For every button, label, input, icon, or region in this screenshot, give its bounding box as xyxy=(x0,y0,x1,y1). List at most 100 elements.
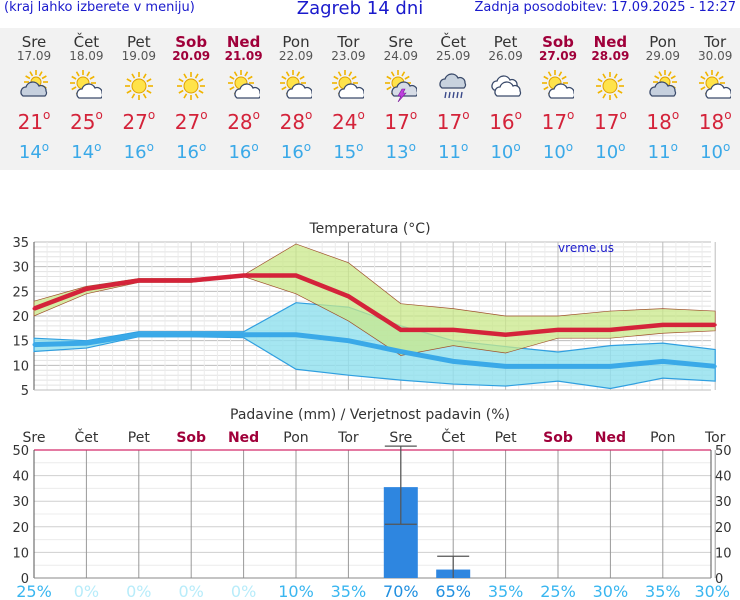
day-name: Pet xyxy=(493,33,518,51)
y-tick-label-right: 20 xyxy=(715,521,732,536)
min-temp-point xyxy=(137,333,141,337)
day-name: Pon xyxy=(282,33,310,51)
sun-cloud-icon xyxy=(70,70,103,99)
y-tick-label: 10 xyxy=(12,359,29,374)
y-tick-label-right: 0 xyxy=(715,572,723,587)
day-date: 20.09 xyxy=(172,49,211,63)
min-temp: 10o xyxy=(700,140,731,163)
min-temp-point xyxy=(713,364,717,368)
day-date: 23.09 xyxy=(331,49,366,63)
precip-probability: 25% xyxy=(16,582,52,600)
max-temp: 27o xyxy=(174,108,208,134)
day-date: 30.09 xyxy=(698,49,733,63)
x-tick-label: Tor xyxy=(337,430,359,446)
day-date: 24.09 xyxy=(383,49,418,63)
y-tick-label-left: 30 xyxy=(12,495,29,510)
precip-probability: 25% xyxy=(540,582,576,600)
min-temp: 14o xyxy=(71,140,102,163)
last-updated: Zadnja posodobitev: 17.09.2025 - 12:27 xyxy=(474,0,736,15)
min-temp-point xyxy=(661,359,665,363)
x-tick-label: Tor xyxy=(704,430,726,446)
x-tick-label: Ned xyxy=(228,430,259,446)
max-temp-point xyxy=(713,323,717,327)
x-tick-label: Sre xyxy=(389,430,412,446)
max-temp: 17o xyxy=(593,108,627,134)
min-temp: 16o xyxy=(123,140,154,163)
day-date: 28.09 xyxy=(591,49,630,63)
day-name: Sob xyxy=(175,33,208,51)
precip-probability: 35% xyxy=(331,582,367,600)
day-name: Pon xyxy=(649,33,677,51)
min-temp-point xyxy=(346,339,350,343)
min-temp: 10o xyxy=(542,140,574,163)
min-temp: 10o xyxy=(595,140,626,163)
day-name: Tor xyxy=(337,33,360,51)
precip-probability: 0% xyxy=(231,582,256,600)
precip-probability: 0% xyxy=(179,582,204,600)
day-name: Sob xyxy=(542,33,574,51)
precip-probability: 10% xyxy=(278,582,314,600)
sun-cloud-icon xyxy=(699,70,732,99)
max-temp-point xyxy=(504,333,508,337)
max-temp: 18o xyxy=(698,108,732,134)
sun-cloud-icon xyxy=(542,70,574,99)
max-temp-point xyxy=(399,328,403,332)
min-temp: 13o xyxy=(385,140,416,163)
min-temp: 16o xyxy=(176,140,207,163)
min-temp-line xyxy=(33,332,716,369)
y-tick-label: 5 xyxy=(21,384,29,399)
rain-cloud-icon xyxy=(439,73,467,99)
y-tick-label-right: 10 xyxy=(715,546,732,561)
max-temp: 28o xyxy=(279,108,313,134)
partly-cloudy-icon xyxy=(649,70,677,97)
day-name: Pet xyxy=(126,33,151,51)
precip-probability: 0% xyxy=(126,582,151,600)
page-title: Zagreb 14 dni xyxy=(296,0,424,19)
precip-probability: 30% xyxy=(694,582,730,600)
min-temp: 14o xyxy=(18,140,50,163)
min-temp-point xyxy=(294,333,298,337)
day-date: 25.09 xyxy=(436,49,471,63)
y-tick-label: 20 xyxy=(12,310,29,325)
day-name: Sre xyxy=(21,33,47,51)
min-temp: 15o xyxy=(333,140,364,163)
precip-probability: 65% xyxy=(435,582,471,600)
sun-cloud-icon xyxy=(280,70,312,99)
error-bar xyxy=(437,555,470,578)
min-temp-point xyxy=(84,341,88,345)
min-temp: 11o xyxy=(438,140,469,163)
max-temp: 28o xyxy=(227,108,260,134)
x-tick-label: Pon xyxy=(650,430,675,446)
precip-probability: 35% xyxy=(645,582,681,600)
max-temp-point xyxy=(137,278,141,282)
y-tick-label: 30 xyxy=(12,261,29,276)
sun-cloud-icon xyxy=(332,70,365,99)
max-temp-point xyxy=(661,323,665,327)
min-temp: 11o xyxy=(647,140,678,163)
day-date: 22.09 xyxy=(278,49,314,63)
min-temp: 10o xyxy=(490,140,521,163)
max-temp: 16o xyxy=(489,108,522,134)
max-temp: 25o xyxy=(69,108,103,134)
sun-icon xyxy=(124,72,153,100)
y-tick-label: 15 xyxy=(12,335,29,350)
sun-cloud-icon xyxy=(227,70,260,99)
min-temp-point xyxy=(32,343,36,347)
x-tick-label: Pet xyxy=(128,430,151,446)
day-name: Čet xyxy=(440,33,466,51)
x-tick-label: Čet xyxy=(441,428,465,446)
precip-probability: 35% xyxy=(488,582,524,600)
max-temp-point xyxy=(242,274,246,278)
min-temp-point xyxy=(608,364,612,368)
max-temp: 27o xyxy=(122,108,156,134)
y-tick-label-right: 30 xyxy=(715,495,732,510)
location-hint: (kraj lahko izberete v meniju) xyxy=(4,0,195,15)
y-tick-label-left: 50 xyxy=(12,444,29,459)
min-temp-point xyxy=(504,364,508,368)
min-temp-point xyxy=(399,350,403,354)
watermark: vreme.us xyxy=(558,241,614,255)
precip-probability: 30% xyxy=(593,582,629,600)
min-temp-point xyxy=(189,333,193,337)
sun-icon xyxy=(177,72,206,100)
max-temp-point xyxy=(189,278,193,282)
